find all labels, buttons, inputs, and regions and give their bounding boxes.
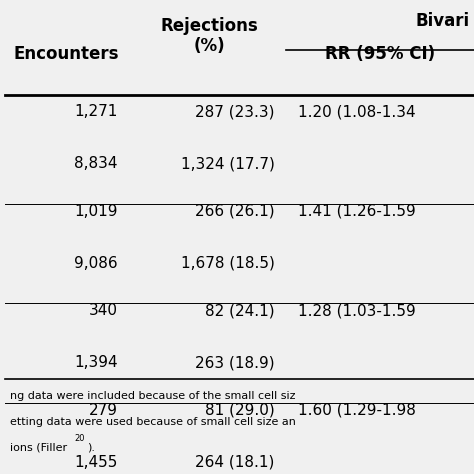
Text: 266 (26.1): 266 (26.1) <box>195 204 274 219</box>
Text: 8,834: 8,834 <box>74 156 118 171</box>
Text: 1,019: 1,019 <box>74 204 118 219</box>
Text: 340: 340 <box>89 303 118 318</box>
Text: 1,678 (18.5): 1,678 (18.5) <box>181 256 274 271</box>
Text: 81 (29.0): 81 (29.0) <box>205 402 274 418</box>
Text: Rejections
(%): Rejections (%) <box>160 17 258 55</box>
Text: 9,086: 9,086 <box>74 256 118 271</box>
Text: 82 (24.1): 82 (24.1) <box>205 303 274 318</box>
Text: 20: 20 <box>74 434 85 443</box>
Text: 1,324 (17.7): 1,324 (17.7) <box>181 156 274 171</box>
Text: ions (Filler: ions (Filler <box>9 443 67 453</box>
Text: Bivari: Bivari <box>415 12 469 30</box>
Text: 1.41 (1.26-1.59: 1.41 (1.26-1.59 <box>298 204 416 219</box>
Text: 1,394: 1,394 <box>74 355 118 370</box>
Text: 1,271: 1,271 <box>74 104 118 119</box>
Text: ).: ). <box>88 443 96 453</box>
Text: etting data were used because of small cell size an: etting data were used because of small c… <box>9 417 296 427</box>
Text: 1.20 (1.08-1.34: 1.20 (1.08-1.34 <box>298 104 416 119</box>
Text: 1.60 (1.29-1.98: 1.60 (1.29-1.98 <box>298 402 416 418</box>
Text: 1,455: 1,455 <box>74 455 118 470</box>
Text: RR (95% CI): RR (95% CI) <box>325 45 435 63</box>
Text: 264 (18.1): 264 (18.1) <box>195 455 274 470</box>
Text: Encounters: Encounters <box>13 45 118 63</box>
Text: 263 (18.9): 263 (18.9) <box>195 355 274 370</box>
Text: 279: 279 <box>89 402 118 418</box>
Text: ng data were included because of the small cell siz: ng data were included because of the sma… <box>9 391 295 401</box>
Text: 287 (23.3): 287 (23.3) <box>195 104 274 119</box>
Text: 1.28 (1.03-1.59: 1.28 (1.03-1.59 <box>298 303 416 318</box>
